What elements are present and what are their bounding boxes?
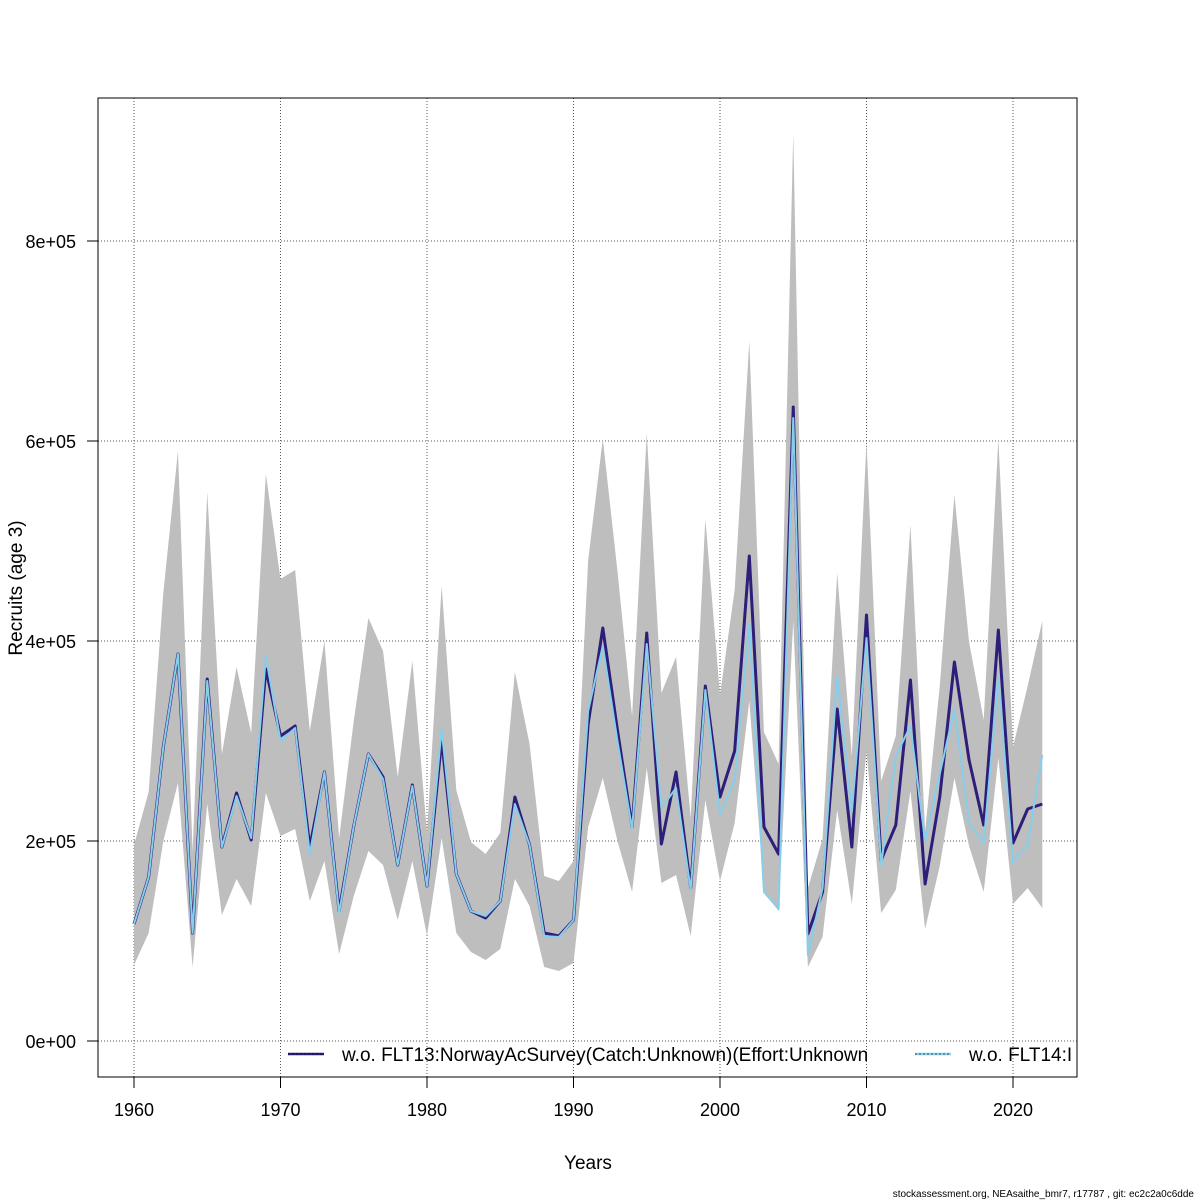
- x-tick-label: 1980: [407, 1100, 447, 1120]
- footer-credit: stockassessment.org, NEAsaithe_bmr7, r17…: [893, 1189, 1195, 1200]
- confidence-band-layer: [134, 133, 1043, 971]
- x-axis: 1960 1970 1980 1990 2000 2010 2020: [114, 1077, 1033, 1120]
- y-axis-label: Recruits (age 3): [6, 520, 27, 655]
- y-axis: 0e+00 2e+05 4e+05 6e+05 8e+05: [25, 232, 98, 1052]
- x-tick-label: 1990: [553, 1100, 593, 1120]
- x-tick-label: 2010: [846, 1100, 886, 1120]
- y-tick-label: 2e+05: [25, 832, 76, 852]
- x-tick-label: 2000: [700, 1100, 740, 1120]
- x-tick-label: 1960: [114, 1100, 154, 1120]
- y-tick-label: 6e+05: [25, 432, 76, 452]
- y-tick-label: 4e+05: [25, 632, 76, 652]
- confidence-band: [134, 133, 1043, 971]
- x-tick-label: 2020: [993, 1100, 1033, 1120]
- legend-label-2: w.o. FLT14:I: [968, 1045, 1072, 1066]
- series-layer: [132, 405, 1044, 956]
- y-tick-label: 0e+00: [25, 1032, 76, 1052]
- x-tick-label: 1970: [260, 1100, 300, 1120]
- plot-frame: [97, 97, 1078, 1078]
- legend-label-1: w.o. FLT13:NorwayAcSurvey(Catch:Unknown)…: [341, 1045, 868, 1066]
- legend: w.o. FLT13:NorwayAcSurvey(Catch:Unknown)…: [288, 1045, 1072, 1066]
- y-tick-label: 8e+05: [25, 232, 76, 252]
- x-axis-label: Years: [564, 1153, 612, 1174]
